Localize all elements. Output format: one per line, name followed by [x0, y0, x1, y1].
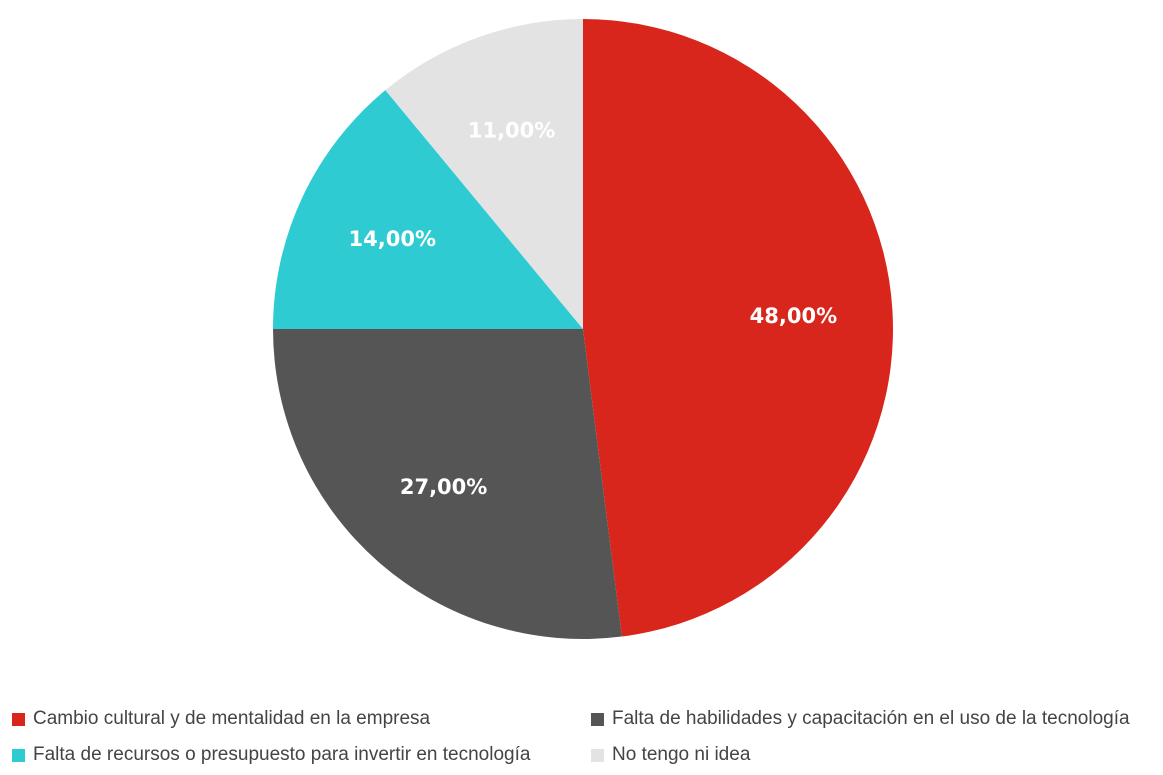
legend-label-cambio-cultural: Cambio cultural y de mentalidad en la em…	[33, 708, 431, 729]
legend-item-falta-habilidades: Falta de habilidades y capacitación en e…	[591, 708, 1130, 730]
legend-item-cambio-cultural: Cambio cultural y de mentalidad en la em…	[12, 708, 430, 730]
legend-label-no-tengo-idea: No tengo ni idea	[612, 744, 751, 765]
pie-slice-cambio-cultural	[583, 19, 894, 637]
pie-chart: 48,00% 27,00% 14,00% 11,00%	[272, 19, 894, 639]
legend-label-falta-recursos: Falta de recursos o presupuesto para inv…	[33, 744, 531, 765]
pie-label-no-tengo-idea: 11,00%	[468, 119, 555, 143]
legend-label-falta-habilidades: Falta de habilidades y capacitación en e…	[612, 708, 1130, 729]
pie-label-cambio-cultural: 48,00%	[750, 304, 837, 328]
pie-label-falta-habilidades: 27,00%	[400, 475, 487, 499]
legend-swatch-no-tengo-idea	[591, 748, 604, 762]
legend-item-no-tengo-idea: No tengo ni idea	[591, 744, 750, 766]
pie-slice-no-tengo-idea	[385, 19, 583, 329]
legend-swatch-falta-recursos	[12, 748, 25, 762]
pie-slice-falta-habilidades	[272, 329, 622, 639]
legend-item-falta-recursos: Falta de recursos o presupuesto para inv…	[12, 744, 530, 766]
legend-swatch-falta-habilidades	[591, 712, 604, 726]
legend-swatch-cambio-cultural	[12, 712, 25, 726]
pie-slice-falta-recursos	[273, 90, 583, 329]
pie-label-falta-recursos: 14,00%	[349, 227, 436, 251]
